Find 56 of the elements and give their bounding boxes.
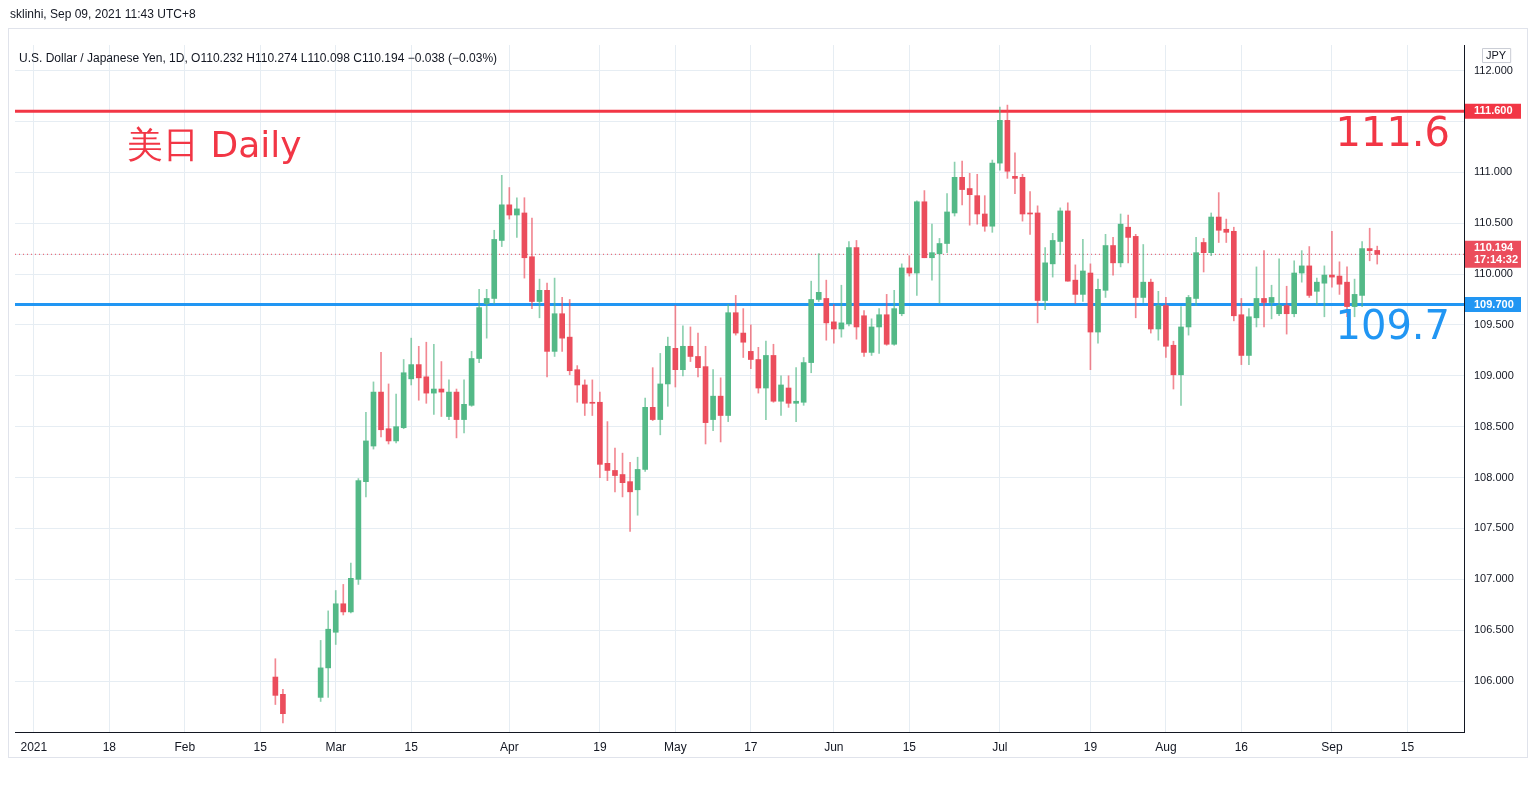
candlestick xyxy=(966,172,973,226)
candlestick xyxy=(793,367,799,422)
candlestick xyxy=(929,223,935,281)
y-axis-title: JPY xyxy=(1486,49,1507,62)
ref-line-label: 111.6 xyxy=(1335,108,1450,155)
y-tick-label: 110.500 xyxy=(1474,216,1513,229)
x-tick-label: 15 xyxy=(253,739,268,754)
candlestick xyxy=(514,197,520,238)
candlestick xyxy=(815,253,822,302)
candlestick xyxy=(747,324,754,370)
x-tick-label: 17 xyxy=(744,739,758,754)
y-tick-label: 109.700 xyxy=(1474,297,1514,310)
text: sklinhi, Sep 09, 2021 11:43 UTC+8 xyxy=(10,7,196,21)
x-tick-label: Aug xyxy=(1155,739,1177,754)
y-tick-label: 110.000 xyxy=(1474,267,1513,280)
y-tick-label: 106.500 xyxy=(1474,623,1514,636)
candlestick xyxy=(906,255,913,277)
candlestick xyxy=(612,447,618,493)
y-tick-label: 108.000 xyxy=(1474,470,1514,483)
x-tick-label: Feb xyxy=(174,739,196,754)
x-tick-label: Jul xyxy=(992,739,1008,754)
x-tick-label: Jun xyxy=(824,739,844,754)
y-tick-label: 108.500 xyxy=(1474,419,1514,432)
candlestick xyxy=(740,308,747,358)
y-tick-label: 110.194 17:14:32 xyxy=(1474,241,1519,266)
x-tick-label: Apr xyxy=(499,739,519,754)
candlestick xyxy=(649,367,656,421)
y-tick-label: 109.000 xyxy=(1474,368,1514,381)
y-tick-label: 112.000 xyxy=(1474,63,1513,76)
x-tick-label: 15 xyxy=(902,739,917,754)
x-tick-label: 18 xyxy=(102,739,117,754)
candlestick xyxy=(627,461,633,532)
y-tick-label: 107.500 xyxy=(1474,521,1514,534)
text: 美日 Daily xyxy=(127,124,302,166)
x-tick-label: 15 xyxy=(1400,739,1415,754)
x-tick-label: 19 xyxy=(1083,739,1098,754)
candlestick xyxy=(1012,152,1018,194)
x-tick-label: May xyxy=(664,739,687,754)
x-tick-label: 2021 xyxy=(20,739,48,754)
ref-line-label: 109.7 xyxy=(1335,301,1450,348)
x-tick-label: 15 xyxy=(404,739,419,754)
x-tick-label: 19 xyxy=(593,739,607,754)
candlestick xyxy=(831,304,837,344)
y-tick-label: 106.000 xyxy=(1474,674,1514,687)
candlestick xyxy=(1261,250,1267,328)
x-tick-label: Sep xyxy=(1321,739,1343,754)
x-tick-label: Mar xyxy=(325,739,347,754)
candlestick xyxy=(1276,258,1282,317)
x-tick-label: 16 xyxy=(1234,739,1249,754)
candlestick xyxy=(1298,250,1305,283)
y-tick-label: 107.000 xyxy=(1474,572,1514,585)
y-tick-label: 111.600 xyxy=(1474,104,1513,117)
text: U.S. Dollar / Japanese Yen, 1D, O110.232 H110.274 L110.098 C110.194 −0.038 (−0.03%) xyxy=(19,51,498,66)
y-tick-label: 111.000 xyxy=(1474,165,1513,178)
candlestick xyxy=(1125,214,1131,264)
y-tick-label: 109.500 xyxy=(1474,317,1514,330)
